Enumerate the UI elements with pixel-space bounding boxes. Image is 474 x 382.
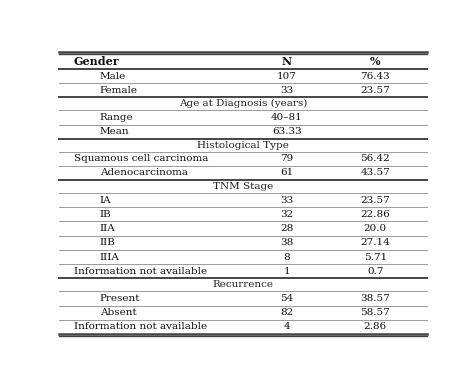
Text: 5.71: 5.71 — [364, 253, 387, 262]
Text: IA: IA — [100, 196, 111, 205]
Text: 23.57: 23.57 — [360, 86, 390, 95]
Text: 22.86: 22.86 — [360, 210, 390, 219]
Text: 8: 8 — [284, 253, 290, 262]
Text: Recurrence: Recurrence — [212, 280, 273, 290]
Text: Female: Female — [100, 86, 137, 95]
Text: 79: 79 — [281, 154, 293, 163]
Text: IB: IB — [100, 210, 111, 219]
Text: 40–81: 40–81 — [271, 113, 303, 122]
Text: 32: 32 — [281, 210, 293, 219]
Text: %: % — [370, 56, 381, 67]
Text: Range: Range — [100, 113, 133, 122]
Text: 23.57: 23.57 — [360, 196, 390, 205]
Text: 1: 1 — [284, 267, 290, 276]
Text: Squamous cell carcinoma: Squamous cell carcinoma — [74, 154, 208, 163]
Text: 61: 61 — [281, 168, 293, 178]
Text: 28: 28 — [281, 224, 293, 233]
Text: 2.86: 2.86 — [364, 322, 387, 332]
Text: Adenocarcinoma: Adenocarcinoma — [100, 168, 188, 178]
Text: TNM Stage: TNM Stage — [213, 182, 273, 191]
Text: 0.7: 0.7 — [367, 267, 383, 276]
Text: 82: 82 — [281, 308, 293, 317]
Text: 33: 33 — [281, 196, 293, 205]
Text: 4: 4 — [284, 322, 290, 332]
Text: Information not available: Information not available — [74, 322, 207, 332]
Text: 38: 38 — [281, 238, 293, 248]
Text: Age at Diagnosis (years): Age at Diagnosis (years) — [179, 99, 307, 108]
Text: Present: Present — [100, 294, 140, 303]
Text: 58.57: 58.57 — [360, 308, 390, 317]
Text: IIA: IIA — [100, 224, 115, 233]
Text: Male: Male — [100, 71, 126, 81]
Text: 107: 107 — [277, 71, 297, 81]
Text: Gender: Gender — [74, 56, 119, 67]
Text: 76.43: 76.43 — [360, 71, 390, 81]
Text: Absent: Absent — [100, 308, 137, 317]
Text: Mean: Mean — [100, 127, 129, 136]
Text: IIB: IIB — [100, 238, 116, 248]
Text: 54: 54 — [281, 294, 293, 303]
Text: 38.57: 38.57 — [360, 294, 390, 303]
Text: 27.14: 27.14 — [360, 238, 390, 248]
Text: 56.42: 56.42 — [360, 154, 390, 163]
Text: 63.33: 63.33 — [272, 127, 302, 136]
Text: 43.57: 43.57 — [360, 168, 390, 178]
Text: Histological Type: Histological Type — [197, 141, 289, 150]
Text: Information not available: Information not available — [74, 267, 207, 276]
Text: 33: 33 — [281, 86, 293, 95]
Text: IIIA: IIIA — [100, 253, 119, 262]
Text: N: N — [282, 56, 292, 67]
Text: 20.0: 20.0 — [364, 224, 387, 233]
